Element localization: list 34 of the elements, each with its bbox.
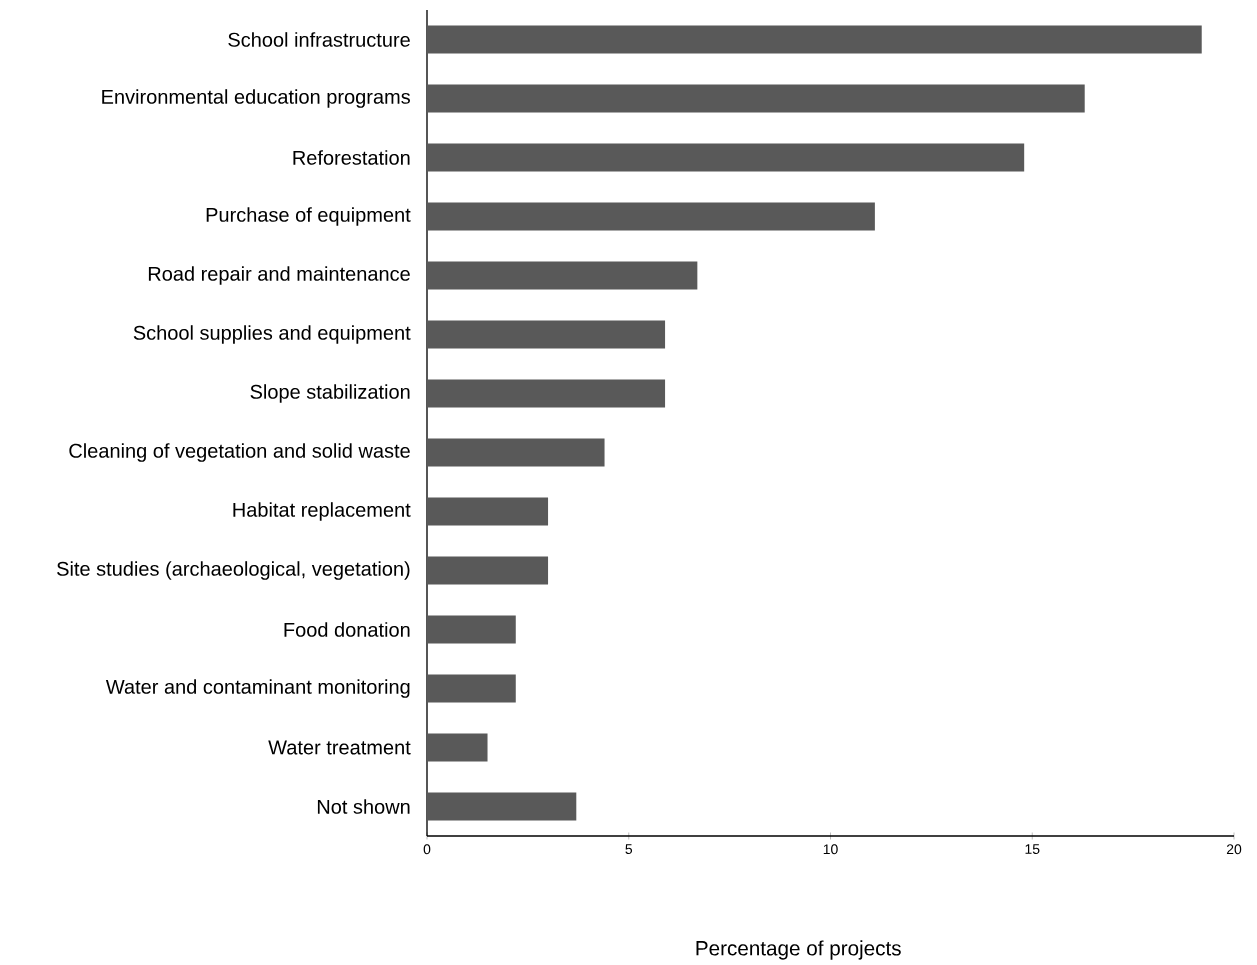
bar <box>427 792 577 821</box>
y-tick-label: Site studies (archaeological, vegetation) <box>57 561 410 580</box>
bar <box>427 320 666 349</box>
bar <box>427 556 549 585</box>
y-tick-label: Habitat replacement <box>233 502 411 521</box>
y-tick-label: Purchase of equipment <box>206 207 411 226</box>
bar <box>427 733 488 762</box>
y-tick-label: Not shown <box>317 799 410 814</box>
x-tick-label: 5 <box>625 844 633 854</box>
x-tick-label: 20 <box>1226 844 1242 855</box>
x-axis-title: Percentage of projects <box>696 940 901 960</box>
y-tick-label: School supplies and equipment <box>133 325 411 344</box>
bar <box>427 202 875 231</box>
bar <box>427 615 516 644</box>
bar <box>427 143 1025 172</box>
y-tick-label: Slope stabilization <box>250 384 410 403</box>
y-tick-label: Water treatment <box>268 740 411 755</box>
y-tick-label: Water and contaminant monitoring <box>105 679 410 698</box>
y-tick-label: Food donation <box>284 622 410 637</box>
bar <box>427 261 698 290</box>
y-tick-label: School infrastructure <box>228 32 410 47</box>
x-tick-label: 10 <box>823 844 838 855</box>
x-tick-label: 0 <box>423 844 431 855</box>
x-tick-label: 15 <box>1025 844 1040 854</box>
bar <box>427 379 666 408</box>
y-tick-label: Cleaning of vegetation and solid waste <box>69 443 410 462</box>
bar <box>427 84 1085 113</box>
bar <box>427 25 1202 54</box>
bar <box>427 497 549 526</box>
bar <box>427 674 516 703</box>
bar <box>427 438 605 467</box>
y-tick-label: Road repair and maintenance <box>148 266 410 285</box>
y-tick-label: Environmental education programs <box>102 89 410 108</box>
y-tick-label: Reforestation <box>293 150 410 165</box>
